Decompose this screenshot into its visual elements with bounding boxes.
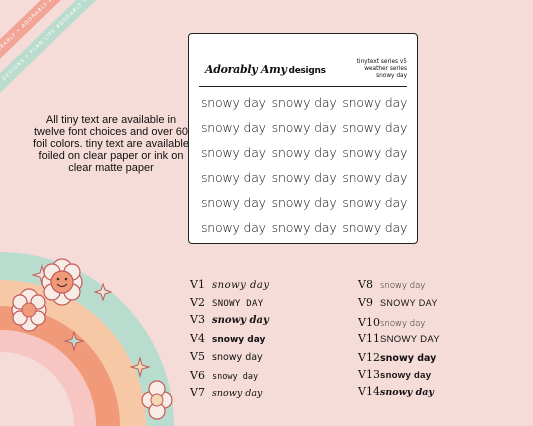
variant-label: V7: [190, 386, 205, 399]
variant-label: V13: [358, 368, 380, 381]
variant-sample-text: snowy day: [380, 281, 426, 291]
sticker-text: snowy day: [271, 145, 337, 160]
sticker-text: snowy day: [271, 170, 337, 185]
variant-sample-text: snowy day: [380, 353, 437, 364]
smiley-flower-icon: [41, 258, 83, 306]
series-info: tinytext series v5 weather series snowy …: [357, 59, 407, 80]
sticker-text: snowy day: [342, 120, 408, 135]
variant-label: V3: [190, 313, 205, 326]
font-variant-10: V10 snowy day: [358, 316, 425, 329]
variant-sample-text: snowy day: [212, 315, 269, 326]
variant-sample-text: snowy day: [380, 319, 426, 329]
sticker-text: snowy day: [201, 95, 266, 110]
variant-sample-text: snowy day: [212, 372, 259, 382]
rainbow-pink-arc: [0, 330, 96, 426]
sticker-text: snowy day: [201, 195, 266, 210]
sticker-text: snowy day: [201, 120, 266, 135]
rainbow-illustration: [0, 252, 174, 426]
font-variant-6: V6 snowy day: [190, 369, 258, 382]
series-line-3: snowy day: [376, 73, 407, 79]
sticker-sheet: Adorably Amy designs tinytext series v5 w…: [188, 33, 418, 244]
sparkle-star-icon: [93, 282, 113, 302]
variant-sample-text: snowy day: [380, 370, 432, 381]
variant-label: V4: [190, 332, 205, 345]
ribbon-mint: adorably amy designs • plan life adorabl…: [0, 0, 143, 123]
rainbow-peach-arc: [0, 280, 146, 426]
variant-label: V2: [190, 296, 205, 309]
font-variant-8: V8 snowy day: [358, 278, 425, 291]
sparkle-star-icon: [63, 330, 85, 352]
font-variants-list: V1 snowy day V2 SNOWY DAY V3 snowy day V4 snowy…: [190, 274, 510, 424]
font-variant-1: V1 snowy day: [190, 278, 270, 291]
sticker-text: snowy day: [342, 95, 408, 110]
sticker-text: snowy day: [271, 195, 337, 210]
sticker-text: snowy day: [342, 170, 408, 185]
sticker-text: snowy day: [201, 145, 266, 160]
variant-sample-text: snowy day: [212, 335, 266, 345]
font-variant-7: V7 snowy day: [190, 386, 262, 399]
variant-sample-text: SNOWY DAY: [380, 334, 440, 345]
sparkle-star-icon: [129, 356, 151, 378]
variant-sample-text: SNOWY DAY: [212, 299, 264, 309]
font-variant-12: V12 snowy day: [358, 351, 436, 364]
sticker-text: snowy day: [201, 170, 266, 185]
variant-label: V5: [190, 350, 205, 363]
variant-sample-text: snowy day: [212, 388, 263, 399]
ribbon-pink: plan life adorably • adorably amy design…: [0, 0, 143, 89]
variant-sample-text: SNOWY DAY: [380, 298, 438, 308]
variant-sample-text: snowy day: [380, 387, 434, 398]
sticker-text: snowy day: [201, 220, 266, 235]
font-variant-9: V9 SNOWY DAY: [358, 296, 438, 309]
header-divider: [199, 86, 407, 87]
font-variant-11: V11 SNOWY DAY: [358, 332, 440, 345]
font-variant-14: V14 snowy day: [358, 385, 434, 398]
brand-logo: Adorably Amy designs: [205, 63, 326, 76]
variant-sample-text: snowy day: [212, 352, 263, 363]
sticker-grid: snowy day snowy day snowy day snowy day snow…: [201, 94, 413, 236]
font-variant-5: V5 snowy day: [190, 350, 263, 363]
variant-label: V12: [358, 351, 380, 364]
sticker-text: snowy day: [271, 220, 337, 235]
font-variant-2: V2 SNOWY DAY: [190, 296, 263, 309]
variant-label: V1: [190, 278, 205, 291]
flower-icon: [141, 380, 173, 420]
product-description: All tiny text are available in twelve fo…: [33, 114, 189, 174]
font-variant-13: V13 snowy day: [358, 368, 431, 381]
sticker-text: snowy day: [342, 145, 408, 160]
font-variant-4: V4 snowy day: [190, 332, 265, 345]
sticker-text: snowy day: [271, 95, 337, 110]
variant-label: V10: [358, 316, 380, 329]
sticker-text: snowy day: [342, 195, 408, 210]
variant-label: V6: [190, 369, 205, 382]
series-line-2: weather series: [364, 66, 407, 72]
font-variant-3: V3 snowy day: [190, 313, 269, 326]
variant-label: V11: [358, 332, 380, 345]
variant-sample-text: snowy day: [212, 280, 270, 291]
variant-label: V8: [358, 278, 373, 291]
sticker-text: snowy day: [342, 220, 408, 235]
sticker-text: snowy day: [271, 120, 337, 135]
series-line-1: tinytext series v5: [356, 59, 407, 65]
variant-label: V14: [358, 385, 380, 398]
rainbow-orange-arc: [0, 306, 120, 426]
variant-label: V9: [358, 296, 373, 309]
flower-icon: [11, 288, 47, 332]
